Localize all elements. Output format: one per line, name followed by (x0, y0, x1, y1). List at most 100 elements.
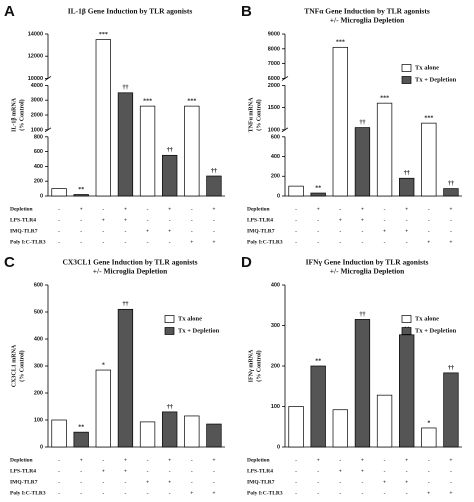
condition-sign: + (405, 479, 408, 485)
condition-sign: - (125, 479, 127, 485)
condition-sign: + (212, 490, 215, 496)
bar (288, 406, 304, 448)
bar (421, 427, 437, 448)
condition-label: LPS-TLR4 (10, 217, 36, 223)
condition-sign: - (384, 239, 386, 245)
condition-sign: + (190, 490, 193, 496)
condition-sign: - (295, 457, 297, 463)
condition-sign: - (58, 468, 60, 474)
condition-label: LPS-TLR4 (247, 217, 273, 223)
significance: †† (122, 302, 128, 308)
condition-sign: - (295, 217, 297, 223)
y-axis-label: TNFα mRNA (248, 97, 254, 133)
condition-sign: + (427, 490, 430, 496)
condition-sign: - (450, 217, 452, 223)
condition-sign: - (80, 490, 82, 496)
condition-sign: - (428, 228, 430, 234)
y-tick-label: 400 (271, 282, 280, 288)
legend-swatch (401, 315, 412, 323)
significance: †† (167, 148, 173, 154)
condition-sign: + (168, 457, 171, 463)
bar (117, 308, 134, 448)
significance: ** (315, 185, 321, 191)
condition-sign: + (339, 217, 342, 223)
bar (421, 122, 437, 197)
condition-sign: - (450, 228, 452, 234)
condition-sign: + (361, 468, 364, 474)
chart-title: +/- Microglia Depletion (93, 267, 168, 276)
condition-sign: - (339, 239, 341, 245)
y-tick-label: 200 (34, 179, 43, 185)
condition-sign: - (80, 228, 82, 234)
condition-sign: + (102, 217, 105, 223)
condition-sign: - (102, 479, 104, 485)
condition-sign: + (80, 206, 83, 212)
condition-sign: - (191, 206, 193, 212)
condition-sign: - (169, 217, 171, 223)
legend-swatch (164, 327, 175, 335)
bar (162, 411, 178, 448)
condition-sign: + (405, 206, 408, 212)
y-tick-label: 600 (34, 149, 43, 155)
condition-sign: - (362, 490, 364, 496)
condition-sign: - (339, 457, 341, 463)
bar (184, 105, 200, 197)
bar (354, 319, 371, 448)
panel: B TNFα Gene Induction by TLR agonists+/- … (241, 3, 462, 245)
significance: *** (380, 96, 389, 102)
condition-sign: + (383, 228, 386, 234)
condition-sign: - (102, 239, 104, 245)
condition-sign: - (213, 468, 215, 474)
condition-sign: - (384, 468, 386, 474)
condition-sign: - (147, 206, 149, 212)
condition-sign: + (168, 206, 171, 212)
y-axis-label: (% Control) (255, 350, 262, 381)
significance: ** (315, 358, 321, 364)
chart-title: +/- Microglia Depletion (330, 267, 405, 276)
bar (376, 102, 393, 197)
significance: †† (404, 171, 410, 177)
condition-sign: - (213, 479, 215, 485)
condition-sign: - (58, 490, 60, 496)
condition-sign: - (317, 490, 319, 496)
condition-sign: - (384, 206, 386, 212)
condition-sign: - (317, 479, 319, 485)
condition-label: Depletion (247, 206, 270, 212)
condition-sign: + (146, 228, 149, 234)
significance: ** (78, 187, 84, 193)
condition-sign: - (125, 228, 127, 234)
condition-label: Poly I:C-TLR3 (10, 490, 46, 496)
bar (73, 194, 89, 197)
condition-sign: - (147, 468, 149, 474)
condition-sign: - (102, 206, 104, 212)
y-tick-label: 2000 (31, 112, 43, 118)
panel-label: C (4, 254, 15, 271)
condition-sign: - (169, 239, 171, 245)
y-axis-label: IL-1β mRNA (11, 97, 17, 132)
condition-sign: - (58, 239, 60, 245)
condition-sign: - (191, 468, 193, 474)
bar (310, 192, 326, 197)
condition-sign: - (125, 239, 127, 245)
condition-sign: + (168, 228, 171, 234)
y-tick-label: 800 (34, 134, 43, 140)
condition-sign: - (428, 468, 430, 474)
significance: *** (143, 98, 152, 104)
condition-sign: - (295, 468, 297, 474)
condition-sign: + (449, 206, 452, 212)
condition-sign: - (362, 479, 364, 485)
legend-label: Tx alone (415, 315, 439, 322)
condition-sign: - (213, 228, 215, 234)
chart-title: IL-1β Gene Induction by TLR agonists (68, 7, 193, 16)
condition-sign: - (339, 206, 341, 212)
condition-sign: - (191, 479, 193, 485)
condition-sign: - (213, 217, 215, 223)
y-tick-label: 7000 (268, 61, 280, 67)
y-tick-label: 0 (40, 444, 43, 450)
condition-sign: - (169, 468, 171, 474)
significance: †† (167, 404, 173, 410)
condition-sign: + (449, 457, 452, 463)
condition-sign: + (361, 217, 364, 223)
condition-sign: - (102, 457, 104, 463)
bar (399, 334, 415, 448)
